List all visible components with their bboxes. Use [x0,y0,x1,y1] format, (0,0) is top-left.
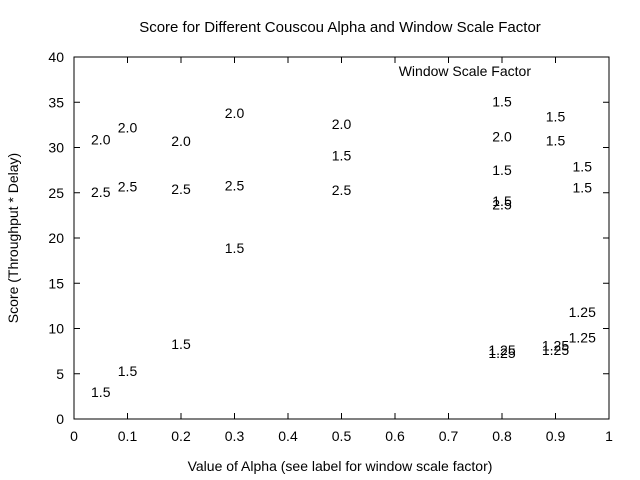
data-points: 1.5 1.5 1.5 1.5 1.5 1.5 1.5 1.5 1.5 1.5 1.5 1.5 2.0 2… [91,93,596,400]
data-point-label: 1.25 [569,330,596,346]
x-tick-label: 0 [70,428,78,444]
data-point-label: 1.5 [91,384,111,400]
y-tick-label: 0 [56,411,64,427]
data-point-label: 1.5 [492,162,512,178]
x-tick-label: 0.5 [332,428,352,444]
data-point-label: 1.25 [488,342,515,358]
data-point-label: 1.5 [225,240,245,256]
data-point-label: 2.0 [492,129,512,145]
data-point-label: 2.0 [91,131,111,147]
data-point-label: 1.25 [542,342,569,358]
y-tick-label: 35 [48,94,64,110]
x-tick-label: 0.9 [546,428,566,444]
data-point-label: 2.5 [332,182,352,198]
data-point-label: 2.0 [332,116,352,132]
data-point-label: 1.5 [573,179,593,195]
data-point-label: 1.25 [569,304,596,320]
data-point-label: 2.5 [492,197,512,213]
data-point-label: 1.5 [118,363,138,379]
y-tick-label: 20 [48,230,64,246]
y-tick-label: 25 [48,185,64,201]
axis-ticks: 0 0.1 0.2 0.3 0.4 0.5 0.6 0.7 0.8 0.9 105101520253… [48,49,613,444]
data-point-label: 1.5 [492,93,512,109]
data-point-label: 1.5 [546,132,566,148]
x-tick-label: 0.7 [439,428,459,444]
x-tick-label: 0.4 [278,428,298,444]
plot-frame [73,56,610,420]
x-tick-label: 0.6 [385,428,405,444]
data-point-label: 2.5 [118,178,138,194]
y-tick-label: 30 [48,140,64,156]
data-point-label: 2.5 [171,181,191,197]
y-tick-label: 10 [48,321,64,337]
data-point-label: 1.5 [573,159,593,175]
data-point-label: 2.0 [225,105,245,121]
data-point-label: 1.5 [332,148,352,164]
y-tick-label: 40 [48,49,64,65]
x-tick-label: 0.8 [492,428,512,444]
x-tick-label: 0.2 [171,428,191,444]
data-point-label: 1.5 [546,109,566,125]
x-tick-label: 0.3 [225,428,245,444]
data-point-label: 2.5 [91,184,111,200]
legend-title: Window Scale Factor [399,63,532,79]
y-axis-label: Score (Throughput * Delay) [5,153,21,323]
data-point-label: 2.0 [118,120,138,136]
data-point-label: 1.25 [542,338,569,354]
data-point-label: 2.5 [225,178,245,194]
x-tick-label: 1 [605,428,613,444]
data-point-label: 1.5 [492,193,512,209]
data-point-label: 1.5 [171,336,191,352]
y-tick-label: 15 [48,275,64,291]
data-point-label: 1.25 [488,345,515,361]
x-tick-label: 0.1 [118,428,138,444]
data-point-label: 2.0 [171,133,191,149]
x-axis-label: Value of Alpha (see label for window sca… [188,458,493,474]
chart-title: Score for Different Couscou Alpha and Wi… [139,19,541,36]
y-tick-label: 5 [56,366,64,382]
